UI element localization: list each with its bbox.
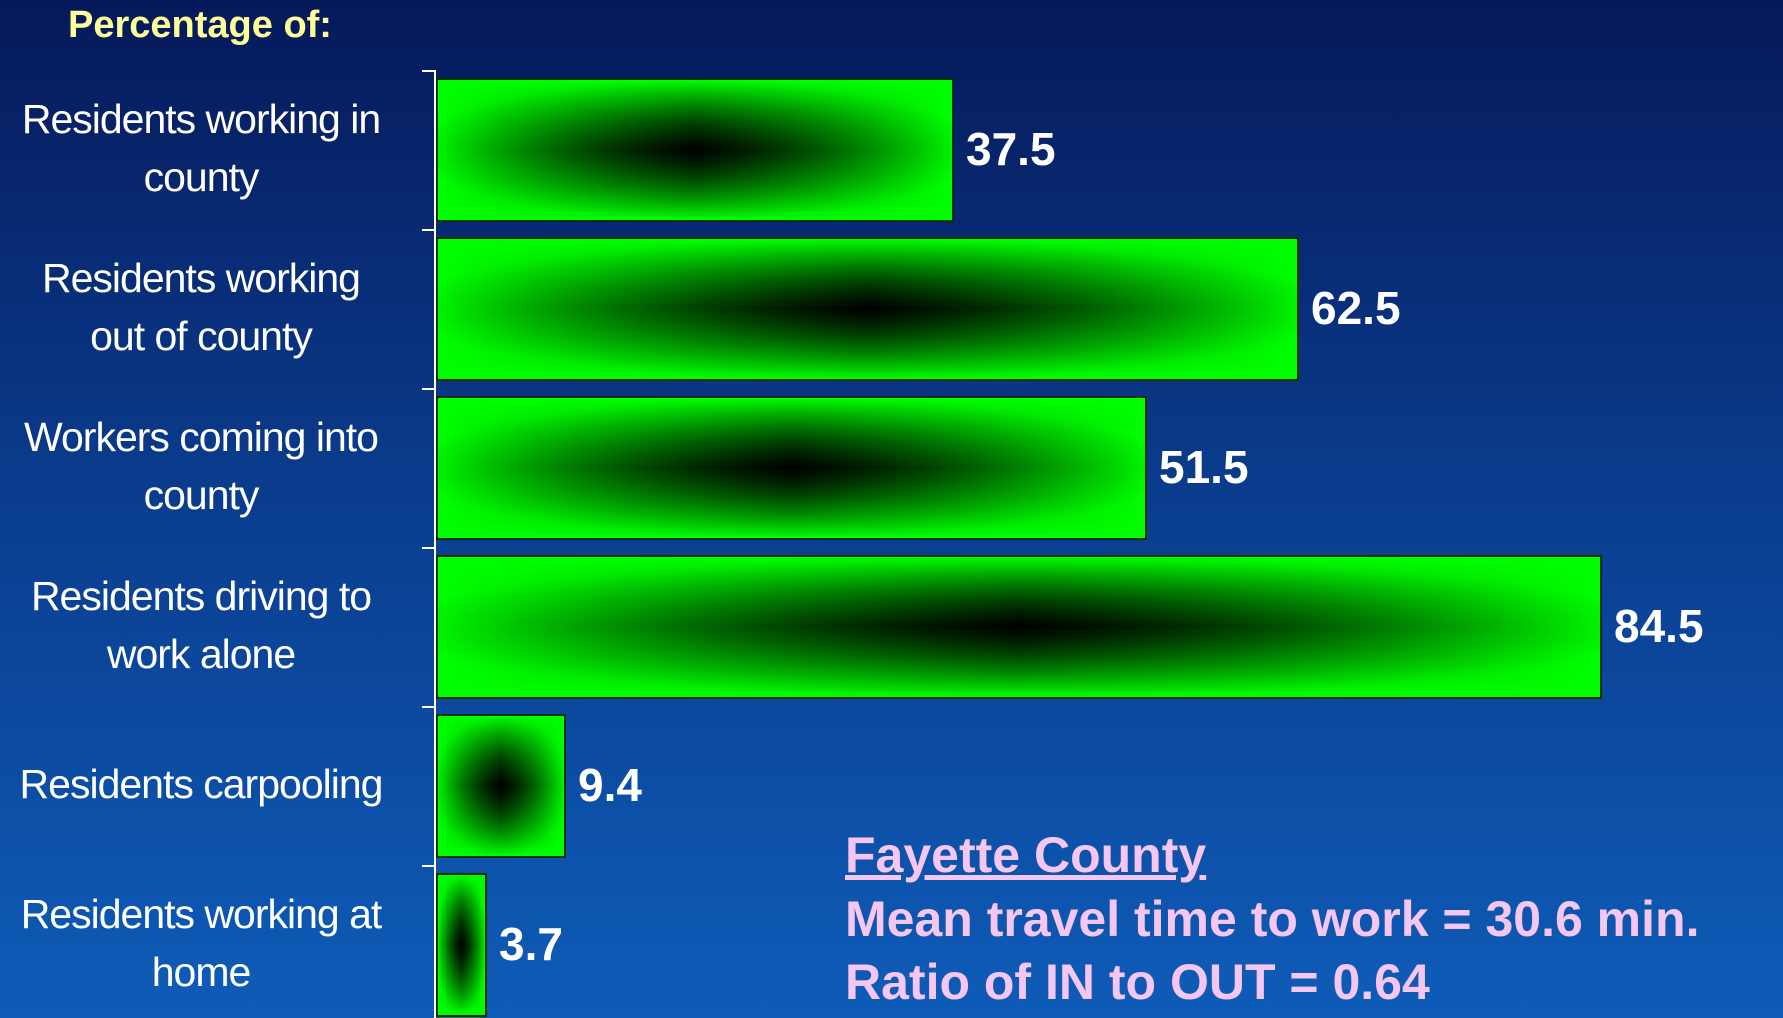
category-label-line: Residents working in (21, 96, 381, 142)
bar (436, 714, 566, 858)
county-name: Fayette County (845, 827, 1207, 883)
category-label-line: Residents carpooling (19, 761, 384, 807)
bar (436, 873, 487, 1017)
category-label: Residents carpooling (0, 755, 402, 813)
category-label: Residents driving to work alone (0, 567, 402, 683)
category-label-line: county (143, 154, 260, 200)
category-label-line: work alone (106, 631, 296, 677)
chart-heading: Percentage of: (68, 4, 332, 46)
category-label-line: Residents working at (20, 891, 383, 937)
category-label: Residents working in county (0, 90, 402, 206)
y-axis-tick (422, 547, 436, 549)
category-label-line: out of county (90, 313, 313, 359)
bar-value-label: 51.5 (1159, 441, 1249, 493)
in-out-ratio: Ratio of IN to OUT = 0.64 (845, 954, 1430, 1010)
category-label-line: Workers coming into (24, 414, 379, 460)
category-label-line: Residents working (42, 255, 361, 301)
y-axis-line (434, 70, 436, 1018)
category-label: Workers coming into county (0, 408, 402, 524)
y-axis-tick (422, 388, 436, 390)
bar (436, 555, 1602, 699)
bar (436, 396, 1147, 540)
category-label-line: home (151, 949, 252, 995)
y-axis-tick (422, 865, 436, 867)
category-label-line: county (143, 472, 260, 518)
y-axis-tick (422, 706, 436, 708)
bar-value-label: 37.5 (966, 123, 1056, 175)
category-label: Residents working out of county (0, 249, 402, 365)
category-label: Residents working at home (0, 885, 402, 1001)
bar-value-label: 62.5 (1311, 282, 1401, 334)
category-label-line: Residents driving to (30, 573, 372, 619)
bar-value-label: 3.7 (499, 918, 563, 970)
y-axis-tick (422, 70, 436, 72)
y-axis-tick (422, 229, 436, 231)
mean-travel-time: Mean travel time to work = 30.6 min. (845, 891, 1700, 947)
bar-value-label: 84.5 (1614, 600, 1704, 652)
bar (436, 237, 1299, 381)
bar (436, 78, 954, 222)
bar-value-label: 9.4 (578, 759, 642, 811)
